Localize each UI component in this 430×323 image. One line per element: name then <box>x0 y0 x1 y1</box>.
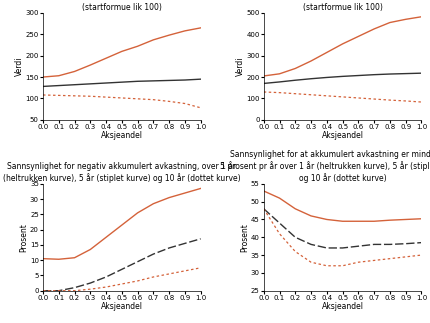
X-axis label: Aksjeandel: Aksjeandel <box>101 302 143 311</box>
Y-axis label: Verdi: Verdi <box>15 57 24 76</box>
Title: Sannsynlighet for at akkumulert avkastning er mindre enn
5 prosent pr år over 1 : Sannsynlighet for at akkumulert avkastni… <box>221 150 430 183</box>
X-axis label: Aksjeandel: Aksjeandel <box>101 131 143 140</box>
Y-axis label: Verdi: Verdi <box>236 57 245 76</box>
X-axis label: Aksjeandel: Aksjeandel <box>322 302 364 311</box>
Y-axis label: Prosent: Prosent <box>240 223 249 252</box>
Title: Sannsynlighet for negativ akkumulert avkastning, over 1 år
(heltrukken kurve), 5: Sannsynlighet for negativ akkumulert avk… <box>3 161 241 183</box>
X-axis label: Aksjeandel: Aksjeandel <box>322 131 364 140</box>
Title: Konfidensintervall for sluttformue ved femårshorisont
(startformue lik 100): Konfidensintervall for sluttformue ved f… <box>18 0 225 12</box>
Title: Konfidensintervall for sluttformue ved tiårshorisont
(startformue lik 100): Konfidensintervall for sluttformue ved t… <box>244 0 430 12</box>
Y-axis label: Prosent: Prosent <box>19 223 28 252</box>
